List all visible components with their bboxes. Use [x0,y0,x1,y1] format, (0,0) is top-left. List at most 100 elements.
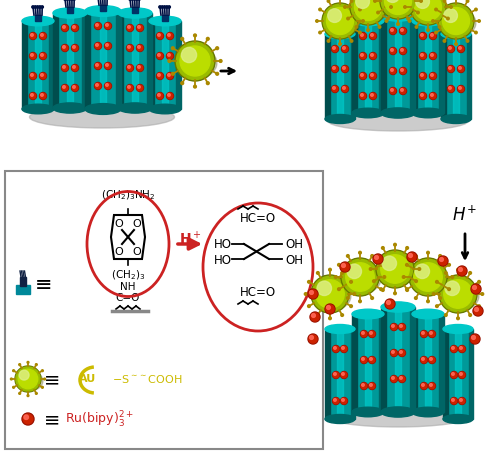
Circle shape [38,7,41,9]
Circle shape [439,297,442,300]
Circle shape [334,399,336,402]
Circle shape [399,350,405,356]
Circle shape [341,398,347,404]
Circle shape [369,331,375,337]
Circle shape [450,372,458,379]
Circle shape [418,268,420,271]
Circle shape [358,300,362,303]
Circle shape [19,370,29,380]
Circle shape [180,47,210,77]
Circle shape [167,54,173,60]
Circle shape [342,87,348,93]
Circle shape [356,0,370,10]
Circle shape [338,264,340,267]
Circle shape [332,87,338,93]
Circle shape [30,34,36,40]
Circle shape [30,54,36,60]
Circle shape [181,39,184,41]
Circle shape [105,64,111,70]
Circle shape [105,24,111,30]
Circle shape [30,34,36,40]
Circle shape [158,95,160,97]
Circle shape [62,46,66,49]
Text: (CH$_2$)$_3$: (CH$_2$)$_3$ [111,268,145,281]
Circle shape [308,289,318,299]
Circle shape [472,286,476,290]
Circle shape [385,299,395,309]
Circle shape [443,40,446,43]
Circle shape [471,335,479,343]
Circle shape [442,8,469,35]
Circle shape [310,312,320,322]
Circle shape [308,281,310,284]
Circle shape [342,264,345,268]
Bar [176,22,181,110]
Bar [379,314,386,397]
Circle shape [459,398,465,404]
Circle shape [342,86,348,93]
Circle shape [478,21,480,23]
Circle shape [370,94,376,100]
Circle shape [327,1,330,3]
Ellipse shape [118,104,152,114]
Circle shape [167,94,173,100]
Circle shape [370,34,376,40]
Circle shape [62,45,68,52]
Circle shape [361,331,367,337]
Circle shape [333,347,339,352]
Circle shape [420,34,426,40]
Circle shape [448,87,454,93]
Circle shape [36,392,37,394]
Bar [118,14,123,109]
Ellipse shape [53,9,87,19]
Circle shape [105,44,111,50]
Circle shape [216,48,218,50]
Circle shape [138,0,140,1]
Circle shape [426,30,430,32]
Circle shape [466,40,469,43]
Circle shape [448,288,450,291]
Ellipse shape [412,407,444,417]
Circle shape [166,34,173,40]
Circle shape [428,383,436,390]
Circle shape [444,272,447,274]
Bar [443,329,448,419]
Circle shape [430,94,436,100]
Circle shape [172,73,174,76]
Circle shape [400,49,406,55]
Circle shape [478,305,480,308]
Circle shape [332,48,336,50]
Circle shape [354,0,382,22]
Circle shape [158,74,160,77]
Ellipse shape [85,6,121,17]
Circle shape [96,45,98,47]
Circle shape [474,308,478,312]
Circle shape [328,10,342,23]
Bar [456,329,460,419]
Bar [325,35,330,120]
Circle shape [422,332,424,335]
Circle shape [30,94,36,100]
Circle shape [430,53,436,61]
Circle shape [369,358,375,363]
Circle shape [368,357,376,364]
Bar [154,22,176,110]
Circle shape [182,48,196,63]
Circle shape [448,48,452,50]
Circle shape [73,0,76,1]
Circle shape [62,86,68,92]
Circle shape [469,314,472,317]
Circle shape [105,84,111,90]
Circle shape [390,69,394,72]
Circle shape [432,293,435,296]
Bar [330,35,350,120]
Circle shape [346,297,349,300]
Circle shape [126,65,134,73]
Circle shape [12,386,14,388]
Circle shape [448,47,454,53]
Circle shape [370,358,372,360]
Circle shape [94,63,102,70]
Text: OH: OH [285,253,303,266]
Circle shape [444,314,447,317]
Circle shape [430,54,436,60]
